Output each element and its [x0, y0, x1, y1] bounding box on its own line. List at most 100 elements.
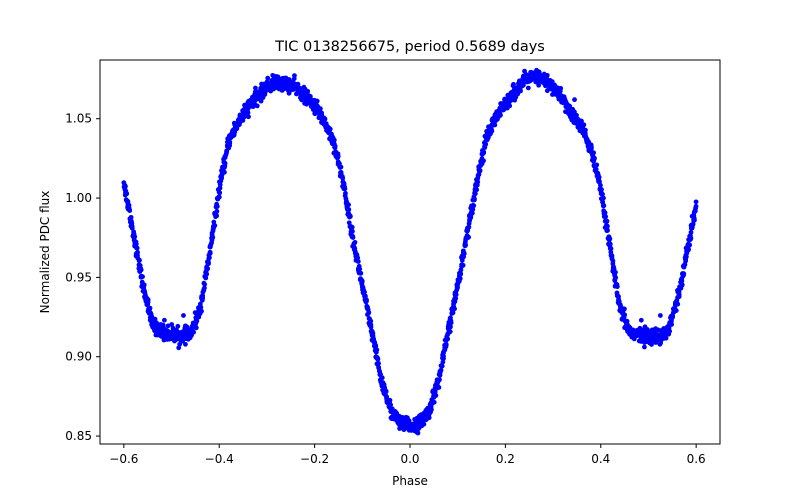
data-point: [128, 214, 134, 220]
data-point: [254, 103, 260, 109]
data-point: [137, 257, 142, 263]
data-point: [438, 367, 444, 373]
data-point: [622, 306, 627, 312]
data-point: [295, 81, 301, 87]
data-point: [457, 276, 463, 282]
data-point: [352, 239, 358, 245]
data-point: [142, 290, 148, 295]
data-point: [169, 322, 175, 327]
outlier-point: [181, 313, 186, 318]
data-point: [602, 210, 608, 216]
data-point: [687, 242, 693, 248]
chart-title: TIC 0138256675, period 0.5689 days: [274, 39, 545, 55]
data-point: [471, 203, 477, 209]
data-point: [489, 128, 495, 134]
data-point: [335, 155, 340, 161]
data-point: [343, 190, 348, 196]
data-point: [558, 85, 564, 91]
data-point: [346, 202, 351, 208]
data-point: [129, 225, 135, 231]
data-point: [332, 145, 338, 151]
data-point: [359, 277, 365, 283]
outlier-point: [657, 313, 663, 318]
data-point: [594, 162, 600, 168]
data-point: [212, 223, 218, 228]
data-point: [138, 267, 144, 273]
data-point: [443, 344, 449, 350]
data-point: [525, 85, 531, 91]
data-point: [374, 347, 380, 353]
data-point: [370, 332, 376, 338]
data-point: [591, 150, 597, 156]
data-point: [461, 251, 467, 256]
data-point: [453, 292, 459, 298]
data-point: [216, 194, 222, 200]
data-point: [498, 112, 503, 118]
data-point: [206, 261, 212, 266]
data-point: [603, 214, 609, 219]
data-point: [145, 297, 151, 303]
x-axis-label: Phase: [392, 474, 428, 488]
data-point: [175, 323, 181, 329]
data-point: [601, 203, 607, 208]
data-point: [217, 185, 223, 191]
data-point: [123, 183, 128, 189]
data-point: [265, 75, 271, 81]
data-point: [481, 158, 486, 164]
data-point: [667, 328, 673, 334]
data-point: [614, 284, 620, 290]
x-axis-ticks: −0.6 −0.4 −0.2 0.0 0.2 0.4 0.6: [109, 444, 706, 466]
data-point: [681, 272, 686, 278]
data-point: [322, 116, 328, 122]
data-point: [339, 174, 345, 179]
data-point: [358, 270, 364, 276]
data-point: [474, 187, 480, 193]
data-point: [578, 118, 584, 124]
data-point: [147, 305, 153, 311]
data-point: [682, 262, 688, 267]
y-tick-label: 1.05: [65, 112, 92, 126]
data-point: [379, 375, 385, 381]
data-point: [466, 224, 472, 230]
data-point: [222, 169, 227, 175]
data-point: [468, 215, 474, 221]
data-point: [350, 233, 356, 239]
data-point: [608, 246, 614, 252]
data-point: [592, 155, 597, 161]
data-point: [362, 289, 367, 295]
data-point: [329, 133, 335, 139]
y-axis-label: Normalized PDC flux: [38, 191, 52, 314]
data-point: [452, 306, 457, 312]
outlier-point: [572, 97, 577, 103]
data-point: [349, 229, 355, 234]
outlier-point: [638, 317, 644, 323]
data-point: [216, 189, 222, 195]
data-point: [194, 318, 200, 324]
data-point: [453, 296, 459, 302]
data-point: [262, 92, 268, 97]
data-point: [366, 310, 372, 315]
data-point: [319, 110, 324, 116]
data-point: [676, 291, 682, 297]
data-point: [622, 312, 628, 318]
data-point: [375, 356, 381, 362]
data-point: [600, 199, 605, 205]
data-point: [338, 164, 344, 170]
data-point: [327, 126, 333, 132]
data-point: [134, 245, 140, 251]
data-point: [649, 342, 654, 347]
data-point: [135, 249, 140, 255]
data-point: [679, 278, 685, 284]
data-point: [207, 250, 213, 256]
data-point: [679, 282, 685, 288]
data-point: [348, 213, 353, 219]
data-point: [588, 145, 594, 151]
y-tick-label: 0.85: [65, 429, 92, 443]
data-point: [431, 399, 437, 405]
data-point: [199, 308, 204, 314]
data-point: [460, 262, 466, 268]
data-point: [693, 203, 699, 209]
plot-frame: [99, 59, 721, 445]
data-point: [507, 103, 513, 109]
